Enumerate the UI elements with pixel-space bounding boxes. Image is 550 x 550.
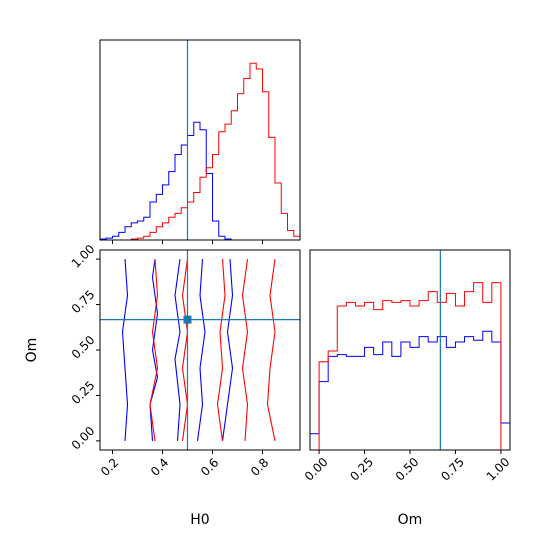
contour-1-4 — [266, 259, 276, 442]
contour-1-0 — [149, 259, 159, 441]
om-xtick-label-2: 0.50 — [393, 455, 422, 484]
contour-ytick-label-4: 1.00 — [69, 242, 98, 271]
h0-marginal-panel — [99, 39, 301, 244]
om-xtick-label-0: 0.00 — [302, 455, 331, 484]
contour-1-1 — [181, 259, 189, 441]
h0-om-contour-panel: 0.2 0.4 0.6 0.8 0.00 0.25 0.50 0.75 1.00 — [69, 242, 301, 479]
om-panel-frame — [309, 249, 511, 451]
contour-1-3 — [241, 259, 249, 441]
om-hist-series-1 — [310, 282, 510, 451]
h0-panel-frame — [99, 39, 301, 241]
contour-truth-marker — [183, 315, 192, 324]
contour-0-0 — [121, 259, 129, 441]
contour-ytick-label-1: 0.25 — [69, 378, 98, 407]
om-xtick-label-3: 0.75 — [438, 455, 467, 484]
contour-ytick-label-2: 0.50 — [69, 333, 98, 362]
contour-0-3 — [196, 259, 206, 441]
om-xtick-label-4: 1.00 — [484, 455, 513, 484]
om-xtick-label-1: 0.25 — [347, 455, 376, 484]
contour-0-4 — [221, 259, 234, 441]
contour-ytick-label-3: 0.75 — [69, 287, 98, 316]
contour-xtick-label-0: 0.2 — [98, 455, 121, 478]
h0-hist-series-1 — [100, 62, 301, 241]
om-hist-series-0 — [309, 330, 511, 450]
contour-xtick-label-3: 0.8 — [248, 455, 271, 478]
contour-xtick-label-2: 0.6 — [198, 455, 221, 478]
om-axis-label-x: Om — [398, 512, 423, 528]
contour-xtick-label-1: 0.4 — [148, 455, 171, 478]
contour-ytick-label-0: 0.00 — [69, 424, 98, 453]
contour-1-2 — [216, 259, 226, 441]
contour-0-2 — [174, 259, 181, 441]
om-marginal-panel: 0.00 0.25 0.50 0.75 1.00 — [302, 249, 513, 484]
om-axis-label-y: Om — [24, 338, 40, 363]
h0-axis-label: H0 — [190, 512, 209, 528]
